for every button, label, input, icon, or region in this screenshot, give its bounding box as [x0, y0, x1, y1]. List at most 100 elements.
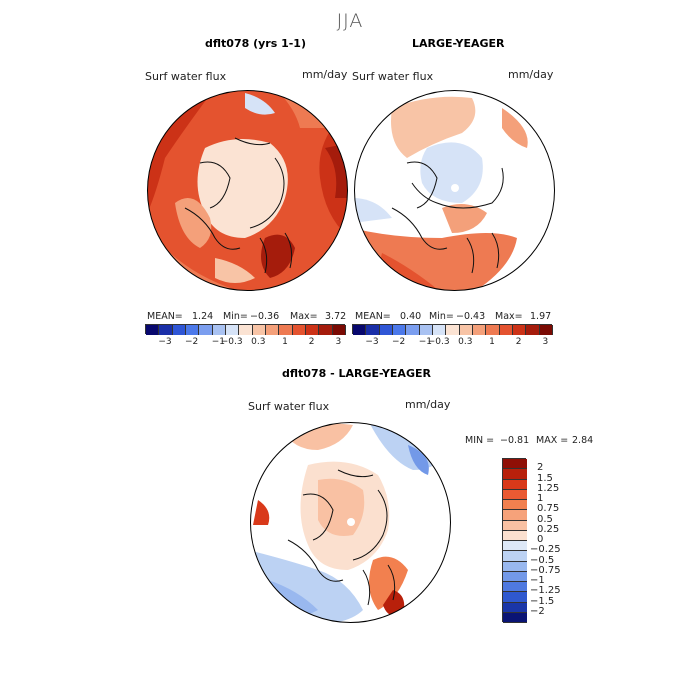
- colorbar-swatch: [503, 582, 527, 593]
- colorbar-tick-label: 0.3: [458, 337, 473, 347]
- colorbar-swatch: [459, 325, 473, 335]
- colorbar-swatch: [503, 469, 527, 480]
- colorbar-level-label: 0.25: [537, 523, 560, 535]
- right-colorbar: [352, 324, 553, 335]
- colorbar-level-label: 0: [537, 534, 544, 545]
- left-min-label: Min=: [223, 311, 248, 322]
- left-units-label: mm/day: [302, 68, 348, 81]
- colorbar-level-label: −0.25: [530, 544, 561, 556]
- colorbar-tick-label: −0.3: [427, 337, 450, 347]
- left-mean-value: 1.24: [192, 311, 214, 322]
- diff-polar-map: [250, 422, 451, 623]
- right-units-label: mm/day: [508, 68, 554, 81]
- colorbar-swatch: [199, 325, 213, 335]
- colorbar-swatch: [503, 510, 527, 521]
- right-max-label: Max=: [495, 311, 523, 322]
- colorbar-swatch: [212, 325, 226, 335]
- colorbar-swatch: [503, 592, 527, 603]
- colorbar-swatch: [503, 530, 527, 541]
- diff-panel-title: dflt078 - LARGE-YEAGER: [282, 367, 431, 380]
- colorbar-tick-label: 1: [489, 337, 495, 347]
- colorbar-level-label: −1.5: [530, 595, 555, 607]
- colorbar-level-label: −1: [530, 575, 545, 586]
- colorbar-swatch: [172, 325, 186, 335]
- colorbar-tick-label: 3: [542, 337, 549, 347]
- colorbar-swatch: [446, 325, 460, 335]
- colorbar-level-label: 1: [537, 493, 544, 504]
- left-panel-title: dflt078 (yrs 1-1): [205, 37, 306, 50]
- colorbar-swatch: [503, 551, 527, 562]
- colorbar-swatch: [526, 325, 540, 335]
- right-min-value: −0.43: [456, 311, 486, 322]
- right-mean-value: 0.40: [400, 311, 422, 322]
- colorbar-swatch: [539, 325, 553, 335]
- colorbar-tick-label: 1: [282, 337, 288, 347]
- colorbar-swatch: [503, 520, 527, 531]
- colorbar-tick-label: 2: [515, 337, 522, 347]
- colorbar-swatch: [406, 325, 420, 335]
- right-mean-label: MEAN=: [355, 311, 391, 322]
- left-colorbar: [145, 324, 346, 335]
- colorbar-tick-label: 3: [335, 337, 342, 347]
- colorbar-swatch: [266, 325, 280, 335]
- right-min-label: Min=: [429, 311, 454, 322]
- colorbar-swatch: [353, 325, 367, 335]
- colorbar-swatch: [146, 325, 160, 335]
- colorbar-tick-label: −3: [158, 337, 172, 347]
- diff-min-value: −0.81: [500, 435, 530, 446]
- left-colorbar-ticks: −3 −2 −1 −0.3 0.3 1 2 3: [145, 337, 345, 349]
- colorbar-swatch: [186, 325, 200, 335]
- colorbar-swatch: [503, 561, 527, 572]
- left-max-label: Max=: [290, 311, 318, 322]
- colorbar-tick-label: −2: [392, 337, 406, 347]
- left-max-value: 3.72: [325, 311, 347, 322]
- right-variable-label: Surf water flux: [352, 70, 434, 83]
- colorbar-swatch: [306, 325, 320, 335]
- colorbar-level-label: 0.5: [537, 513, 553, 525]
- colorbar-swatch: [319, 325, 333, 335]
- colorbar-swatch: [332, 325, 346, 335]
- colorbar-swatch: [503, 541, 527, 552]
- diff-units-label: mm/day: [405, 398, 451, 411]
- colorbar-level-label: −2: [530, 605, 545, 617]
- colorbar-tick-label: 0.3: [251, 337, 266, 347]
- colorbar-swatch: [419, 325, 433, 335]
- colorbar-swatch: [279, 325, 293, 335]
- colorbar-swatch: [366, 325, 380, 335]
- colorbar-level-label: 0.75: [537, 503, 560, 515]
- colorbar-swatch: [499, 325, 513, 335]
- colorbar-swatch: [503, 489, 527, 500]
- colorbar-swatch: [503, 602, 527, 613]
- left-variable-label: Surf water flux: [145, 70, 227, 83]
- diff-colorbar-labels: 2 1.5 1.25 1 0.75 0.5 0.25 0 −0.25 −0.5 −0.75 −1 −1.…: [530, 458, 590, 622]
- diff-max-value: 2.84: [572, 435, 594, 446]
- colorbar-swatch: [433, 325, 447, 335]
- diff-max-label: MAX =: [536, 435, 569, 446]
- colorbar-tick-label: 2: [308, 337, 315, 347]
- colorbar-swatch: [513, 325, 527, 335]
- diff-colorbar: [502, 458, 527, 623]
- colorbar-swatch: [252, 325, 266, 335]
- colorbar-swatch: [239, 325, 253, 335]
- colorbar-swatch: [486, 325, 500, 335]
- right-max-value: 1.97: [530, 311, 552, 322]
- colorbar-tick-label: −1: [418, 337, 432, 347]
- colorbar-level-label: 1.5: [537, 472, 553, 484]
- colorbar-swatch: [159, 325, 173, 335]
- colorbar-swatch: [292, 325, 306, 335]
- colorbar-tick-label: −0.3: [220, 337, 243, 347]
- right-colorbar-ticks: −3 −2 −1 −0.3 0.3 1 2 3: [352, 337, 552, 349]
- left-mean-label: MEAN=: [147, 311, 183, 322]
- colorbar-swatch: [503, 479, 527, 490]
- colorbar-swatch: [473, 325, 487, 335]
- colorbar-swatch: [226, 325, 240, 335]
- colorbar-swatch: [503, 500, 527, 511]
- colorbar-swatch: [503, 459, 527, 470]
- left-min-value: −0.36: [250, 311, 280, 322]
- left-polar-map: [147, 90, 348, 291]
- colorbar-level-label: 2: [537, 462, 544, 474]
- colorbar-swatch: [379, 325, 393, 335]
- colorbar-tick-label: −1: [211, 337, 225, 347]
- colorbar-level-label: 1.25: [537, 482, 560, 494]
- right-polar-map: [354, 90, 555, 291]
